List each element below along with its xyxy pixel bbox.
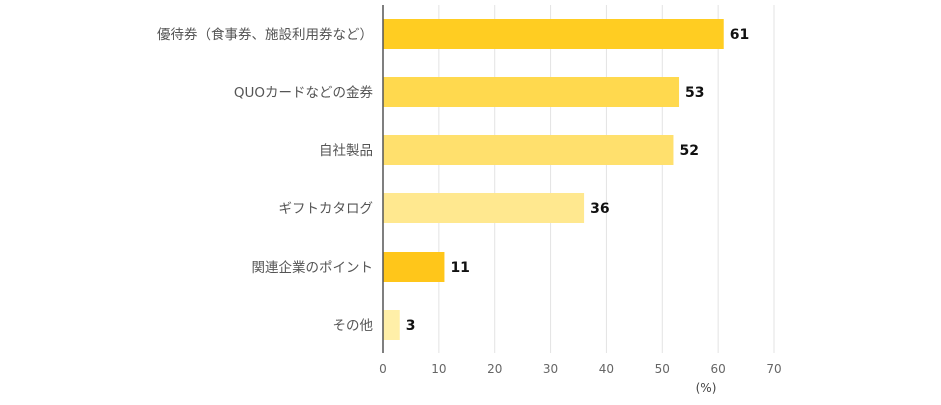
category-label: 自社製品 [319, 143, 373, 159]
x-tick-label: 30 [543, 362, 558, 376]
data-value-label: 11 [450, 260, 469, 276]
labels: 0 10 20 30 40 50 60 70 61 優待券（食事券、施設利用券など） 53 QUOカー… [157, 26, 782, 376]
category-label: ギフトカタログ [279, 201, 374, 217]
bar [383, 252, 445, 282]
grid-lines [438, 5, 775, 353]
x-tick-label: 20 [487, 362, 502, 376]
bars [383, 19, 724, 340]
data-value-label: 53 [685, 85, 704, 101]
x-tick-label: 70 [766, 362, 781, 376]
data-value-label: 36 [590, 201, 609, 217]
x-tick-label: 10 [431, 362, 446, 376]
category-label: QUOカードなどの金券 [234, 85, 374, 101]
x-unit-label: (%) [696, 381, 717, 395]
x-tick-label: 0 [379, 362, 387, 376]
bar [383, 310, 400, 340]
x-tick-label: 40 [599, 362, 614, 376]
data-value-label: 52 [679, 143, 698, 159]
category-label: 優待券（食事券、施設利用券など） [157, 26, 373, 43]
data-value-label: 61 [730, 27, 749, 43]
x-tick-label: 60 [711, 362, 726, 376]
category-label: 関連企業のポイント [252, 259, 374, 276]
x-tick-label: 50 [655, 362, 670, 376]
bar [383, 19, 724, 49]
category-label: その他 [333, 318, 374, 334]
bar [383, 193, 585, 223]
bar [383, 135, 674, 165]
data-value-label: 3 [406, 318, 416, 334]
bar [383, 77, 680, 107]
